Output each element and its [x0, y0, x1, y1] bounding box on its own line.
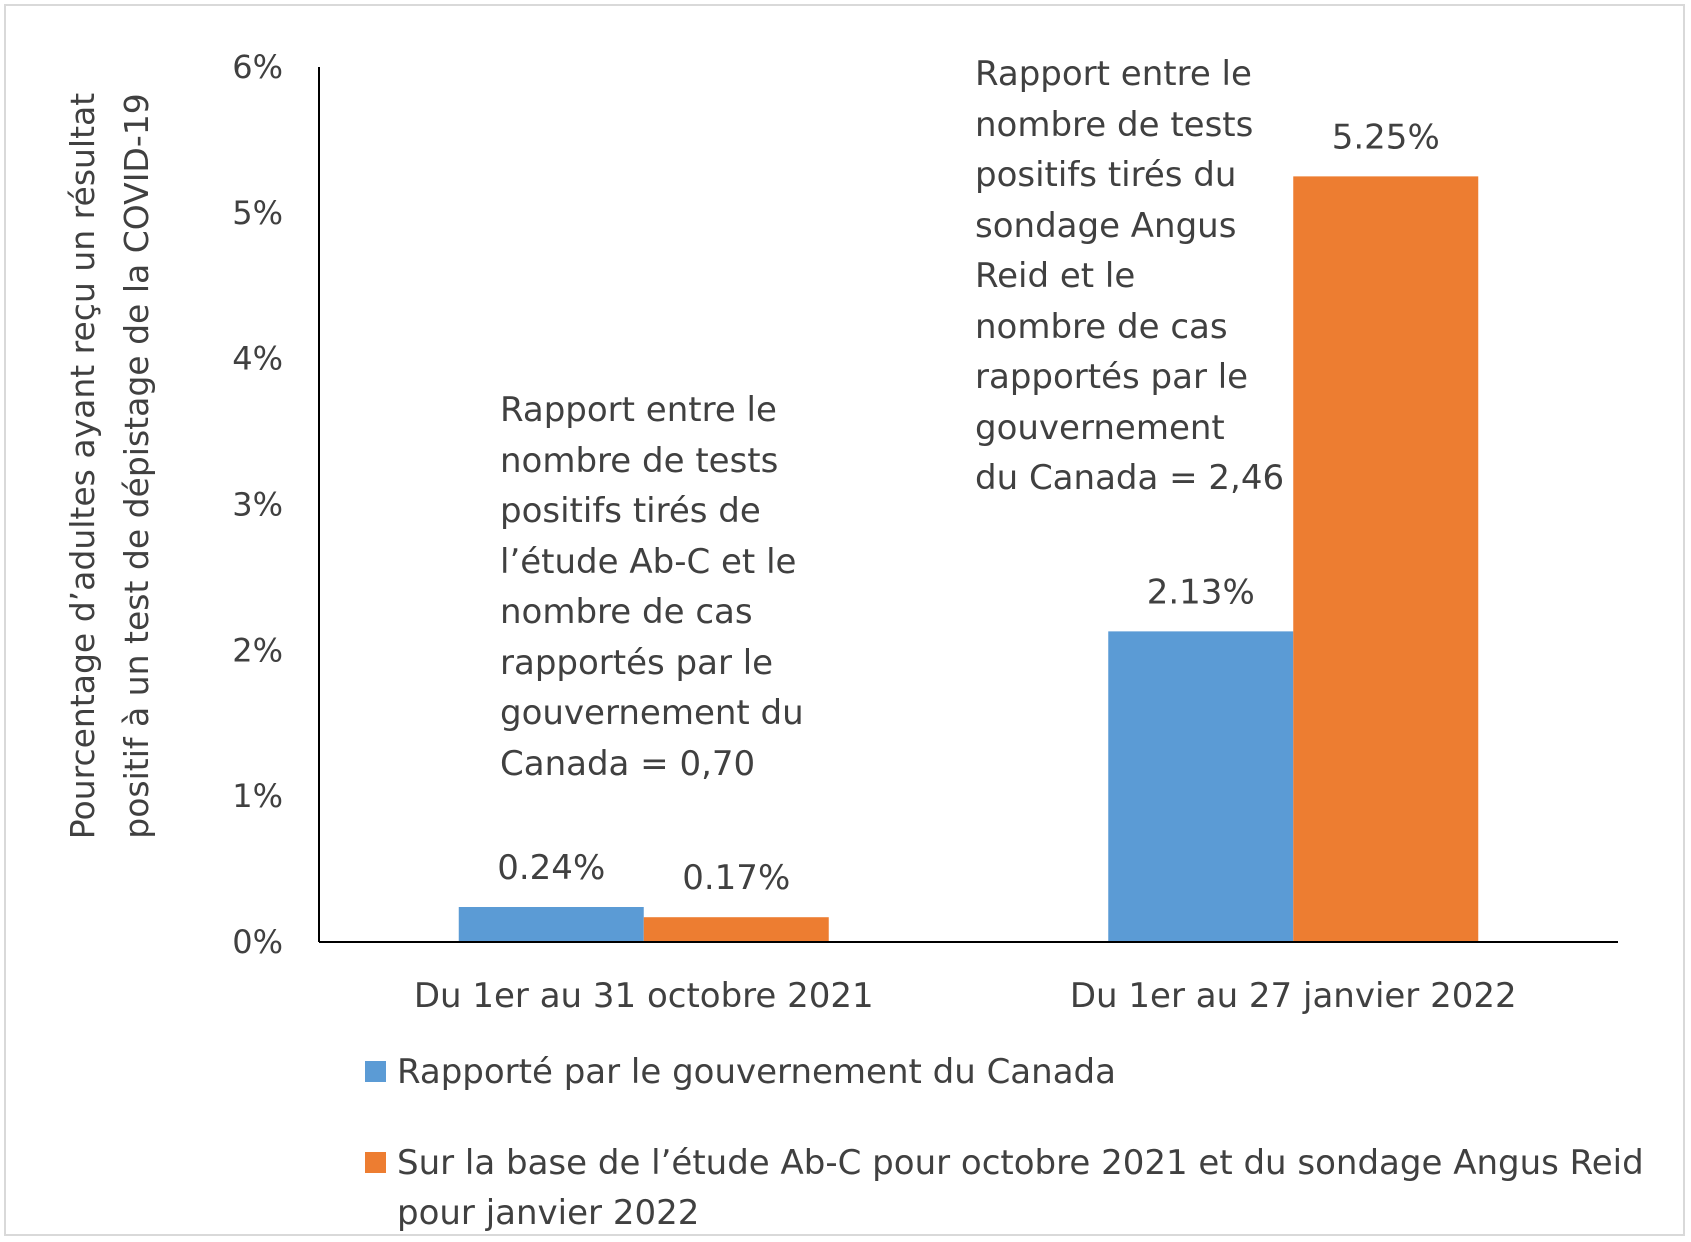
y-axis-label-line-2: positif à un test de dépistage de la COV…	[117, 93, 156, 838]
x-tick-label-2: Du 1er au 27 janvier 2022	[1070, 976, 1517, 1016]
y-axis-label-line-1: Pourcentage d’adultes ayant reçu un résu…	[63, 93, 102, 839]
legend-swatch-government	[365, 1061, 386, 1082]
legend-swatch-survey	[365, 1152, 386, 1173]
annotation-october: Rapport entre le nombre de tests positif…	[500, 390, 804, 784]
bar-series-1-category-1	[458, 907, 644, 942]
y-tick-label-7: 6%	[232, 48, 283, 86]
data-label-series-1-category-1: 0.24%	[497, 848, 605, 888]
bar-chart: Pourcentage d’adultes ayant reçu un résu…	[63, 48, 1618, 1016]
legend-label-survey: Sur la base de l’étude Ab-C pour octobre…	[397, 1143, 1644, 1233]
y-tick-label-1: 0%	[232, 923, 283, 961]
y-tick-label-6: 5%	[232, 194, 283, 232]
y-tick-label-4: 3%	[232, 486, 283, 524]
annotation-january: Rapport entre le nombre de tests positif…	[975, 54, 1285, 498]
labels-group: 0.24% 0.17% Du 1er au 31 octobre 2021 2.13%…	[232, 48, 1516, 1016]
y-tick-label-2: 1%	[232, 777, 283, 815]
bars-group	[458, 176, 1479, 942]
x-tick-label-1: Du 1er au 31 octobre 2021	[414, 976, 874, 1016]
data-label-series-2-category-2: 5.25%	[1332, 117, 1440, 157]
bar-series-2-category-2	[1293, 176, 1479, 942]
y-tick-label-3: 2%	[232, 631, 283, 669]
legend-label-government: Rapporté par le gouvernement du Canada	[397, 1052, 1116, 1092]
axes-group	[318, 67, 1618, 943]
y-tick-label-5: 4%	[232, 340, 283, 378]
data-label-series-1-category-2: 2.13%	[1147, 572, 1255, 612]
bar-series-1-category-2	[1108, 631, 1294, 942]
bar-series-2-category-1	[643, 917, 829, 942]
data-label-series-2-category-1: 0.17%	[682, 858, 790, 898]
chart-frame: Pourcentage d’adultes ayant reçu un résu…	[4, 4, 1685, 1236]
